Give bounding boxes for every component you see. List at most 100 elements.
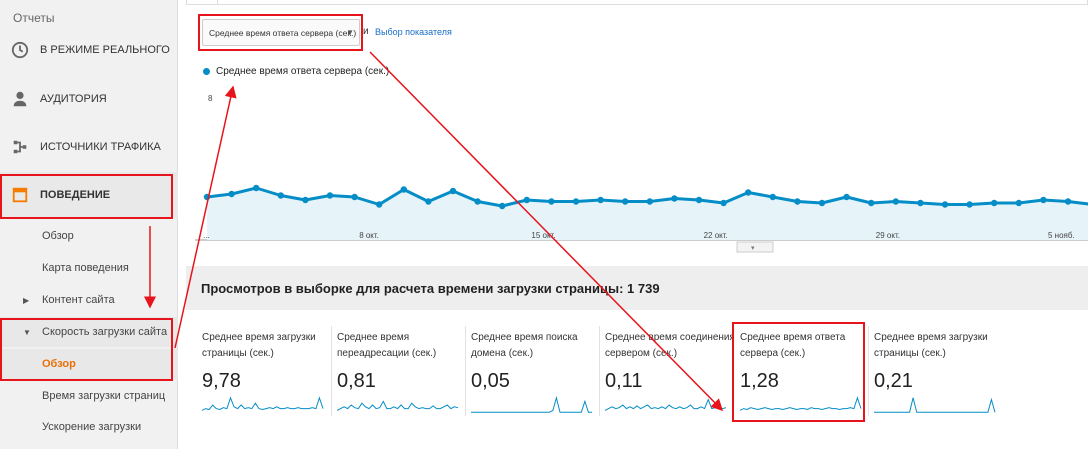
data-point (671, 195, 678, 202)
x-tick-label: 8 окт. (359, 231, 379, 240)
metric-card-server-response[interactable]: Среднее время ответа сервера (сек.) 1,28 (740, 322, 868, 418)
data-point (695, 196, 703, 204)
metric-card-page-load[interactable]: Среднее время загрузки страницы (сек.) 9,… (202, 322, 330, 418)
sidebar-item-label: ИСТОЧНИКИ ТРАФИКА (40, 141, 161, 153)
reports-heading: Отчеты (13, 11, 55, 25)
card-title-line: Среднее время поиска (471, 332, 578, 343)
card-title-line: сервера (сек.) (740, 348, 806, 359)
y-tick-label: 8 (208, 94, 213, 103)
data-point (720, 199, 727, 207)
and-label: и (363, 26, 369, 37)
sidebar-item-audience[interactable]: АУДИТОРИЯ (0, 76, 178, 122)
data-point (843, 193, 850, 201)
data-point (1040, 196, 1047, 204)
metric-card-server-connection[interactable]: Среднее время соединения с сервером (сек.… (599, 322, 733, 418)
card-title-line: переадресации (сек.) (337, 348, 437, 359)
main-chart: 8... 8 окт. 15 окт. 22 окт. 29 окт. 5 нояб. ▾ (195, 94, 1088, 253)
card-title-line: Среднее время загрузки (202, 332, 316, 343)
divider (217, 0, 218, 5)
data-point (499, 202, 506, 210)
data-point (917, 199, 924, 207)
data-point (1064, 198, 1072, 205)
sidebar-sub-page-timings[interactable]: Время загрузки страниц (0, 381, 178, 411)
behavior-icon (0, 186, 40, 204)
card-title-line: сервером (сек.) (605, 348, 678, 359)
sidebar-item-label: ПОВЕДЕНИЕ (40, 189, 111, 201)
sidebar-sub-speed-overview[interactable]: Обзор (0, 349, 178, 379)
top-panel-edge (186, 0, 1088, 5)
metric-dropdown[interactable]: Среднее время ответа сервера (сек.) ▼ (202, 19, 360, 46)
data-point (351, 193, 358, 201)
sparkline-path (471, 395, 592, 413)
sidebar-item-behavior[interactable]: ПОВЕДЕНИЕ (0, 172, 178, 218)
data-point (991, 199, 998, 207)
sidebar-sub-label: Обзор (42, 230, 74, 242)
data-point (818, 199, 826, 207)
chevron-down-icon: ▼ (346, 28, 354, 37)
sidebar-item-acquisition[interactable]: ИСТОЧНИКИ ТРАФИКА (0, 124, 178, 170)
card-title-line: страницы (сек.) (202, 348, 274, 359)
card-value: 9,78 (202, 370, 241, 392)
choose-metric-link[interactable]: Выбор показателя (375, 27, 452, 37)
sparkline (337, 400, 459, 411)
sidebar-sub-label: Время загрузки страниц (42, 390, 166, 402)
sparkline-path (740, 396, 862, 411)
sidebar-sub-site-content[interactable]: ▶ Контент сайта (0, 285, 178, 315)
card-value: 0,05 (471, 370, 510, 392)
data-point (868, 199, 875, 207)
data-point (597, 196, 604, 204)
metric-card-page-download[interactable]: Среднее время загрузки страницы (сек.) 0,… (868, 322, 1002, 418)
data-point (1015, 199, 1022, 207)
card-title: Среднее время поиска домена (сек.) (471, 330, 599, 362)
metric-dropdown-value: Среднее время ответа сервера (сек.) (209, 27, 357, 38)
card-title-line: Среднее время загрузки (874, 332, 988, 343)
person-icon (0, 90, 40, 108)
sidebar-sub-label: Скорость загрузки сайта (42, 326, 168, 338)
card-value: 0,21 (874, 370, 913, 392)
chart-legend: Среднее время ответа сервера (сек.) (203, 66, 389, 77)
legend-dot-icon (203, 68, 210, 75)
expand-arrow-icon: ▶ (23, 295, 30, 305)
acquisition-icon (0, 138, 40, 156)
sparkline-path (337, 400, 459, 411)
card-divider (868, 326, 869, 416)
chevron-down-icon: ▾ (751, 245, 755, 252)
data-point (302, 196, 309, 204)
card-title-line: Среднее время ответа (740, 332, 846, 343)
sparkline (874, 397, 996, 413)
card-title: Среднее время загрузки страницы (сек.) (874, 330, 1002, 362)
metric-card-domain-lookup[interactable]: Среднее время поиска домена (сек.) 0,05 (465, 322, 599, 418)
card-divider (331, 326, 332, 416)
sidebar-item-label: В РЕЖИМЕ РЕАЛЬНОГО (40, 44, 170, 56)
sidebar-sub-overview[interactable]: Обзор (0, 221, 178, 251)
card-title-line: домена (сек.) (471, 348, 534, 359)
sparkline-path (202, 396, 324, 411)
card-divider (465, 326, 466, 416)
sidebar-item-label: АУДИТОРИЯ (40, 93, 107, 105)
sidebar-sub-label: Ускорение загрузки (42, 421, 142, 433)
data-point (376, 201, 383, 208)
card-title-line: Среднее время (337, 332, 410, 343)
data-point (769, 193, 776, 201)
data-point (572, 198, 580, 205)
sparkline (202, 396, 324, 411)
metric-card-redirect[interactable]: Среднее время переадресации (сек.) 0,81 (331, 322, 465, 418)
data-point (523, 196, 530, 204)
sidebar: Отчеты В РЕЖИМЕ РЕАЛЬНОГО АУДИТОРИЯ ИСТО… (0, 0, 178, 449)
sidebar-sub-behavior-flow[interactable]: Карта поведения (0, 253, 178, 283)
data-point (253, 184, 260, 192)
sidebar-item-realtime[interactable]: В РЕЖИМЕ РЕАЛЬНОГО (0, 27, 178, 73)
sidebar-sub-label: Обзор (42, 358, 76, 370)
clock-icon (0, 41, 40, 59)
card-title-line: Среднее время соединения с (605, 332, 733, 343)
sparkline (471, 395, 592, 413)
sidebar-sub-site-speed[interactable]: ▼ Скорость загрузки сайта (0, 317, 178, 347)
data-point (941, 201, 949, 208)
collapse-arrow-icon: ▼ (23, 327, 31, 337)
x-tick-label: 5 нояб. (1048, 231, 1075, 240)
sidebar-sub-speed-suggestions[interactable]: Ускорение загрузки (0, 412, 178, 442)
data-point (548, 198, 555, 205)
card-value: 0,11 (605, 370, 643, 392)
data-point (203, 193, 211, 201)
